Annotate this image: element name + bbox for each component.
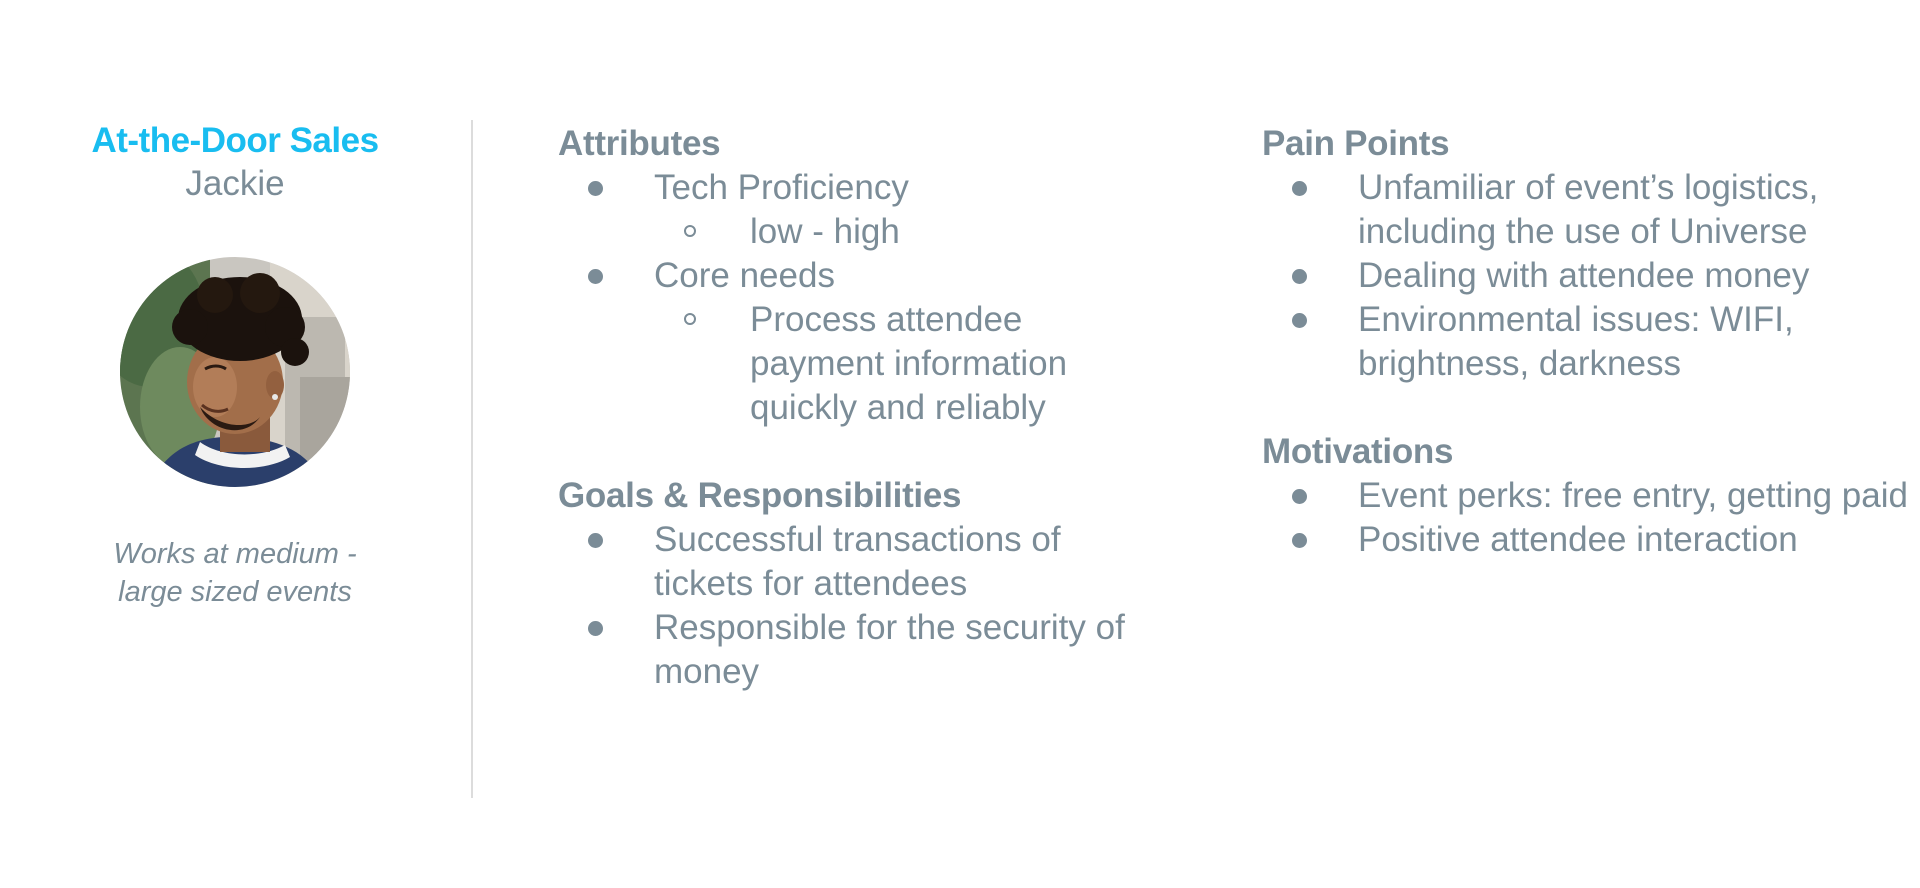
goals-title: Goals & Responsibilities <box>558 476 962 515</box>
list-item: Successful transactions of tickets for a… <box>558 518 1134 606</box>
bullet-dot <box>1292 269 1307 284</box>
pain-points-list: Unfamiliar of event’s logistics, includi… <box>1262 166 1912 386</box>
item-text: Dealing with attendee money <box>1358 256 1810 295</box>
list-item: Environmental issues: WIFI, brightness, … <box>1262 298 1878 386</box>
goals-section: Goals & Responsibilities Successful tran… <box>558 474 1178 694</box>
motivations-title: Motivations <box>1262 432 1454 471</box>
item-text: Responsible for the security of money <box>654 608 1125 691</box>
sub-item-text: Process attendee payment information qui… <box>750 300 1068 427</box>
list-item: Event perks: free entry, getting paid <box>1262 474 1918 518</box>
bullet-dot <box>1292 181 1307 196</box>
middle-column: Attributes Tech Proficiency low - high C… <box>558 122 1178 694</box>
bullet-dot <box>588 621 603 636</box>
goals-list: Successful transactions of tickets for a… <box>558 518 1178 694</box>
bullet-circle <box>684 313 696 325</box>
pain-points-section: Pain Points Unfamiliar of event’s logist… <box>1262 122 1912 386</box>
persona-profile: At-the-Door Sales Jackie <box>0 120 470 608</box>
sub-list-item: low - high <box>654 210 1178 254</box>
item-text: Tech Proficiency <box>654 168 909 207</box>
motivations-list: Event perks: free entry, getting paid Po… <box>1262 474 1912 562</box>
list-item: Core needs Process attendee payment info… <box>558 254 1178 430</box>
persona-role: At-the-Door Sales <box>91 121 379 160</box>
sub-list: low - high <box>654 210 1178 254</box>
list-item: Dealing with attendee money <box>1262 254 1918 298</box>
tagline-line-1: Works at medium - <box>113 538 357 570</box>
list-item: Positive attendee interaction <box>1262 518 1918 562</box>
bullet-dot <box>588 269 603 284</box>
persona-name: Jackie <box>185 164 285 203</box>
attributes-section: Attributes Tech Proficiency low - high C… <box>558 122 1178 430</box>
avatar <box>120 257 350 487</box>
motivations-section: Motivations Event perks: free entry, get… <box>1262 430 1912 562</box>
item-text: Environmental issues: WIFI, brightness, … <box>1358 300 1794 383</box>
bullet-dot <box>588 533 603 548</box>
item-text: Successful transactions of tickets for a… <box>654 520 1061 603</box>
bullet-dot <box>1292 313 1307 328</box>
sub-list-item: Process attendee payment information qui… <box>654 298 1130 430</box>
persona-tagline: Works at medium - large sized events <box>0 535 470 611</box>
right-column: Pain Points Unfamiliar of event’s logist… <box>1262 122 1912 562</box>
item-text: Unfamiliar of event’s logistics, includi… <box>1358 168 1819 251</box>
bullet-dot <box>1292 533 1307 548</box>
item-text: Core needs <box>654 256 835 295</box>
sub-list: Process attendee payment information qui… <box>654 298 1178 430</box>
tagline-line-2: large sized events <box>118 576 352 608</box>
item-text: Positive attendee interaction <box>1358 520 1798 559</box>
bullet-dot <box>588 181 603 196</box>
attributes-title: Attributes <box>558 124 721 163</box>
column-divider <box>471 120 473 798</box>
sub-item-text: low - high <box>750 212 900 251</box>
pain-points-title: Pain Points <box>1262 124 1450 163</box>
list-item: Unfamiliar of event’s logistics, includi… <box>1262 166 1898 254</box>
item-text: Event perks: free entry, getting paid <box>1358 476 1908 515</box>
attributes-list: Tech Proficiency low - high Core needs P… <box>558 166 1178 430</box>
bullet-dot <box>1292 489 1307 504</box>
bullet-circle <box>684 225 696 237</box>
list-item: Tech Proficiency low - high <box>558 166 1178 254</box>
list-item: Responsible for the security of money <box>558 606 1174 694</box>
